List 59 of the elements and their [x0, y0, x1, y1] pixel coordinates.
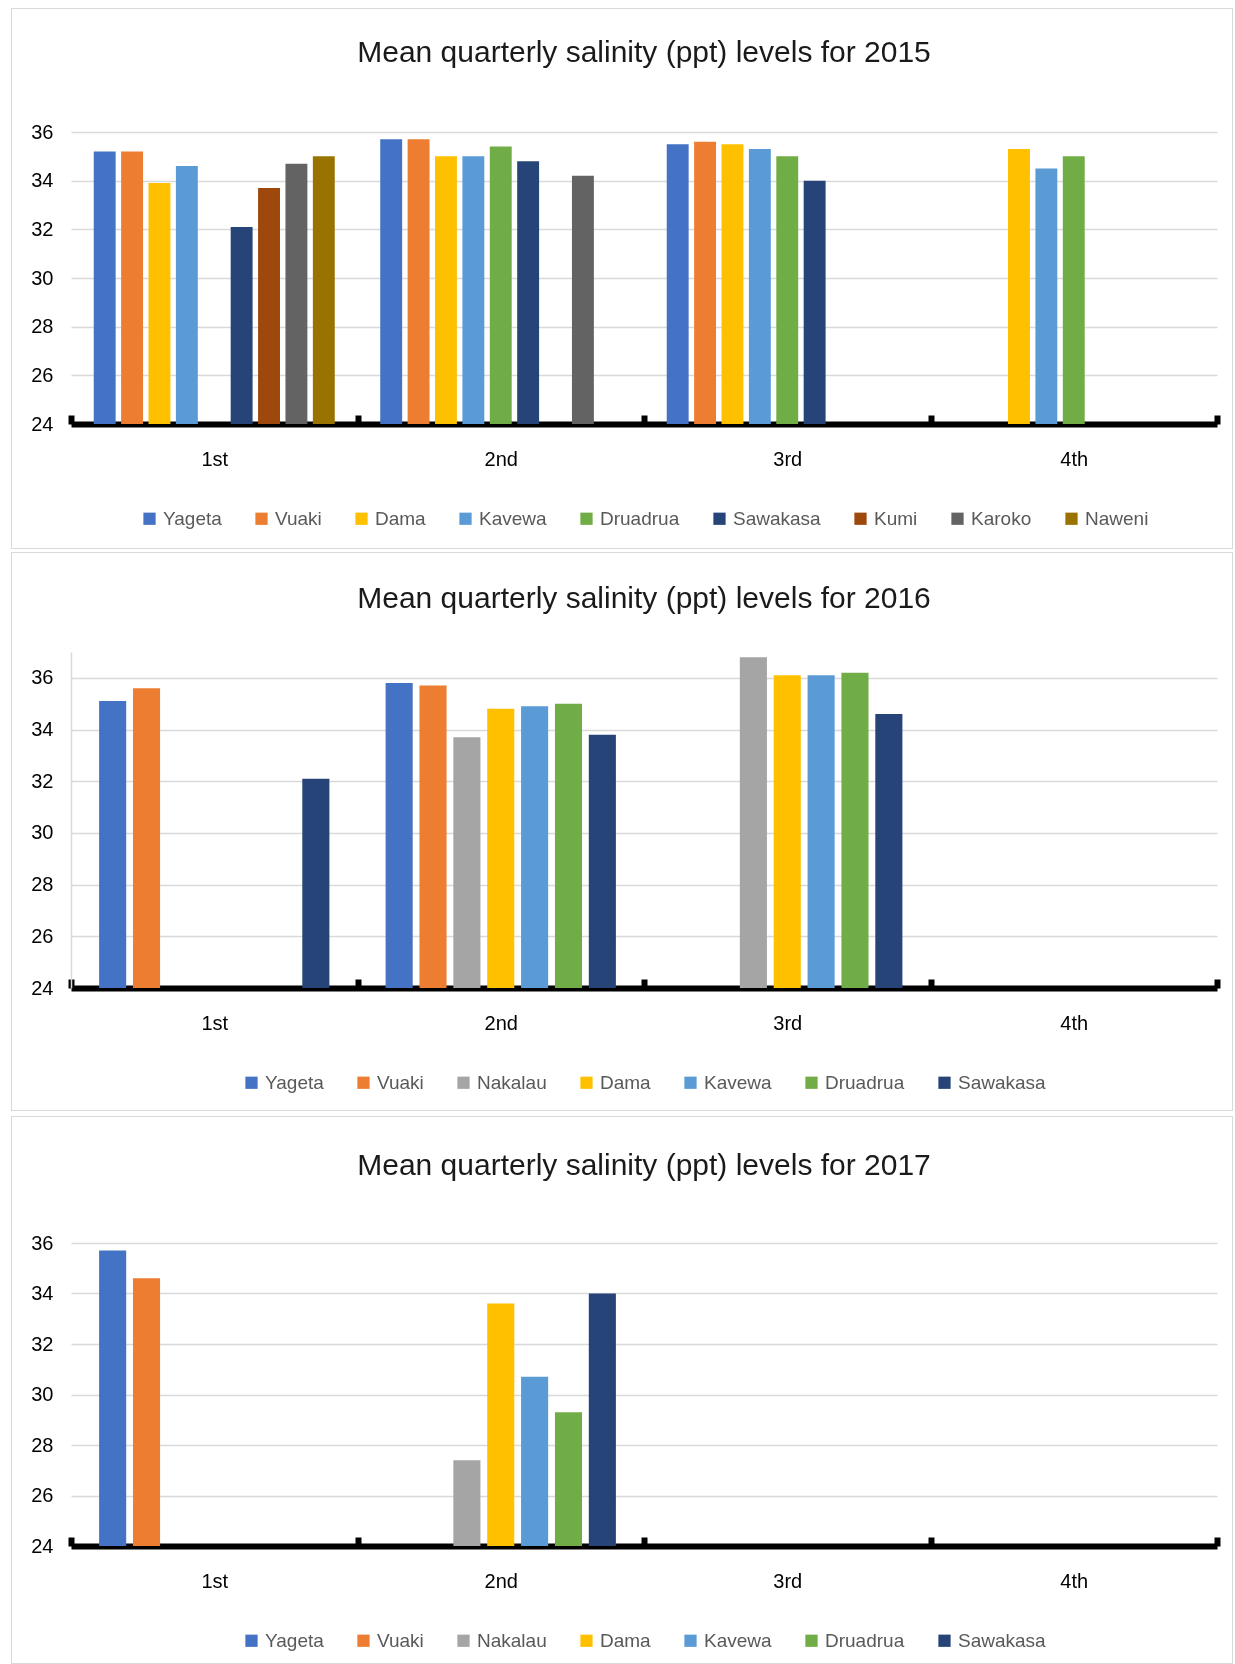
y-tick-label: 24 — [31, 1534, 54, 1557]
x-tick-label: 4th — [1060, 1011, 1089, 1034]
y-tick-label: 30 — [31, 821, 54, 844]
legend-label: Sawakasa — [733, 507, 822, 529]
y-tick-label: 28 — [31, 873, 54, 896]
y-tick-label: 36 — [31, 120, 54, 143]
legend-label: Dama — [375, 507, 427, 529]
legend-label: Nakalau — [477, 1629, 547, 1651]
y-tick-label: 26 — [31, 924, 54, 947]
legend-label: Karoko — [971, 507, 1032, 529]
y-tick-label: 34 — [31, 1282, 54, 1304]
y-tick-label: 32 — [31, 1332, 54, 1355]
y-tick-label: 34 — [31, 169, 54, 192]
legend-label: Vuaki — [275, 507, 322, 529]
x-tick-label: 1st — [201, 447, 229, 470]
y-tick-label: 34 — [31, 718, 54, 741]
chart-title: Mean quarterly salinity (ppt) levels for 2017 — [357, 1148, 931, 1181]
x-tick-label: 3rd — [773, 1569, 803, 1592]
x-tick-label: 1st — [201, 1569, 229, 1592]
legend-label: Naweni — [1085, 507, 1149, 529]
legend-label: Sawakasa — [958, 1071, 1047, 1093]
x-tick-label: 4th — [1060, 1569, 1089, 1592]
chart-title: Mean quarterly salinity (ppt) levels for 2016 — [357, 581, 931, 614]
legend-label: Yageta — [163, 507, 223, 529]
y-tick-label: 28 — [31, 315, 54, 338]
y-tick-label: 24 — [31, 412, 54, 435]
x-tick-label: 3rd — [773, 1011, 803, 1034]
legend-label: Nakalau — [477, 1071, 547, 1093]
y-tick-label: 26 — [31, 363, 54, 386]
chart-title: Mean quarterly salinity (ppt) levels for 2015 — [357, 35, 931, 68]
legend-label: Druadrua — [600, 507, 680, 529]
y-tick-label: 28 — [31, 1433, 54, 1456]
legend-label: Kavewa — [704, 1629, 773, 1651]
legend-label: Yageta — [265, 1629, 325, 1651]
legend-label: Vuaki — [377, 1071, 424, 1093]
legend-label: Kumi — [874, 507, 918, 529]
legend-label: Kavewa — [704, 1071, 773, 1093]
x-tick-label: 2nd — [484, 1011, 518, 1034]
y-tick-label: 32 — [31, 769, 54, 792]
x-tick-label: 2nd — [484, 1569, 518, 1592]
legend-label: Vuaki — [377, 1629, 424, 1651]
legend-label: Druadrua — [825, 1071, 905, 1093]
y-tick-label: 24 — [31, 976, 54, 999]
x-tick-label: 4th — [1060, 447, 1089, 470]
y-tick-label: 30 — [31, 1383, 54, 1405]
y-tick-label: 36 — [31, 1231, 54, 1254]
y-tick-label: 36 — [31, 666, 54, 689]
legend-label: Kavewa — [479, 507, 548, 529]
x-tick-label: 3rd — [773, 447, 803, 470]
y-tick-label: 32 — [31, 217, 54, 240]
x-tick-label: 2nd — [484, 447, 518, 470]
y-tick-label: 26 — [31, 1484, 54, 1506]
legend-label: Dama — [600, 1629, 652, 1651]
y-tick-label: 30 — [31, 266, 54, 289]
legend-label: Dama — [600, 1071, 652, 1093]
legend-label: Yageta — [265, 1071, 325, 1093]
x-tick-label: 1st — [201, 1011, 229, 1034]
legend-label: Sawakasa — [958, 1629, 1047, 1651]
legend-label: Druadrua — [825, 1629, 905, 1651]
